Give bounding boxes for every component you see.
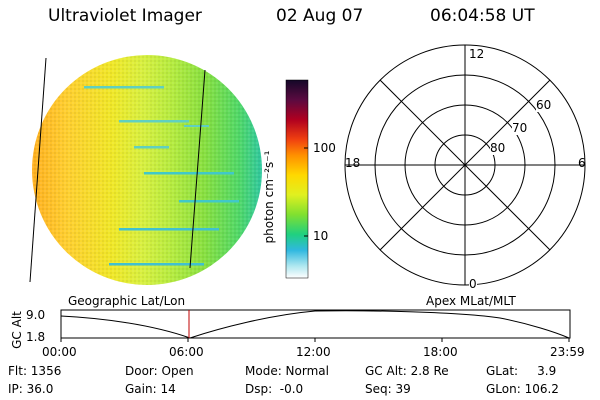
- lat-label-70: 70: [512, 121, 528, 135]
- geographic-label: Geographic Lat/Lon: [68, 294, 186, 308]
- status-glon: GLon: 106.2: [486, 382, 559, 396]
- gc-alt-axis-label: GC Alt: [10, 311, 24, 349]
- status-seq: Seq: 39: [365, 382, 411, 396]
- uv-disk: [32, 55, 262, 285]
- y-tick-1-8: 1.8: [26, 330, 46, 344]
- uv-image-panel: [29, 55, 262, 285]
- y-tick-9: 9.0: [26, 308, 46, 322]
- status-gain: Gain: 14: [125, 382, 176, 396]
- x-tick-0000: 00:00: [42, 345, 77, 359]
- colorbar-label: photon cm⁻²s⁻¹: [262, 150, 276, 244]
- polar-plot: [344, 44, 586, 286]
- lat-label-80: 80: [490, 141, 506, 155]
- status-gc-alt: GC Alt: 2.8 Re: [365, 364, 449, 378]
- time-label: 06:04:58 UT: [430, 6, 535, 26]
- lat-label-60: 60: [536, 98, 552, 112]
- status-dsp: Dsp: -0.0: [245, 382, 304, 396]
- status-flt: Flt: 1356: [8, 364, 62, 378]
- instrument-title: Ultraviolet Imager: [48, 6, 202, 26]
- status-ip: IP: 36.0: [8, 382, 54, 396]
- colorbar-tick-10: 10: [313, 229, 329, 243]
- mlt-label-6: 6: [578, 156, 586, 170]
- status-mode: Mode: Normal: [245, 364, 329, 378]
- terminator-line-left: [29, 57, 47, 283]
- status-glat: GLat: 3.9: [486, 364, 557, 378]
- altitude-curve: [60, 310, 570, 339]
- x-tick-1200: 12:00: [296, 345, 331, 359]
- mlt-label-0: 0: [469, 277, 477, 291]
- status-door: Door: Open: [125, 364, 194, 378]
- mlt-label-18: 18: [345, 156, 361, 170]
- x-tick-2359: 23:59: [550, 345, 585, 359]
- x-tick-1800: 18:00: [423, 345, 458, 359]
- colorbar: [285, 79, 309, 279]
- mlt-label-12: 12: [469, 47, 485, 61]
- orbit-plot: [60, 309, 571, 342]
- terminator-line-right: [189, 69, 206, 269]
- x-tick-0600: 06:00: [169, 345, 204, 359]
- colorbar-tick-100: 100: [313, 141, 336, 155]
- date-label: 02 Aug 07: [276, 6, 364, 26]
- apex-label: Apex MLat/MLT: [426, 294, 516, 308]
